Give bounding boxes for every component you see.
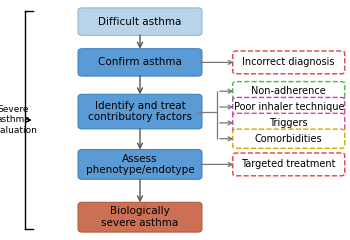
Text: Non-adherence: Non-adherence — [251, 86, 326, 96]
Text: Targeted treatment: Targeted treatment — [241, 159, 336, 169]
Text: Confirm asthma: Confirm asthma — [98, 57, 182, 67]
FancyBboxPatch shape — [233, 129, 345, 148]
FancyBboxPatch shape — [233, 113, 345, 132]
Text: Incorrect diagnosis: Incorrect diagnosis — [243, 57, 335, 67]
FancyBboxPatch shape — [233, 153, 345, 176]
FancyBboxPatch shape — [78, 202, 202, 232]
FancyBboxPatch shape — [233, 82, 345, 101]
Text: Identify and treat
contributory factors: Identify and treat contributory factors — [88, 101, 192, 122]
Text: Poor inhaler technique: Poor inhaler technique — [233, 102, 344, 112]
FancyBboxPatch shape — [78, 8, 202, 35]
FancyBboxPatch shape — [78, 94, 202, 129]
Text: Severe
asthma
evaluation: Severe asthma evaluation — [0, 105, 37, 135]
Text: Biologically
severe asthma: Biologically severe asthma — [102, 206, 178, 228]
FancyBboxPatch shape — [233, 97, 345, 117]
FancyBboxPatch shape — [233, 51, 345, 74]
Text: Difficult asthma: Difficult asthma — [98, 17, 182, 27]
Text: Comorbidities: Comorbidities — [255, 134, 323, 144]
FancyBboxPatch shape — [78, 150, 202, 179]
Text: Assess
phenotype/endotype: Assess phenotype/endotype — [86, 154, 194, 175]
Text: Triggers: Triggers — [270, 118, 308, 128]
FancyBboxPatch shape — [78, 49, 202, 76]
